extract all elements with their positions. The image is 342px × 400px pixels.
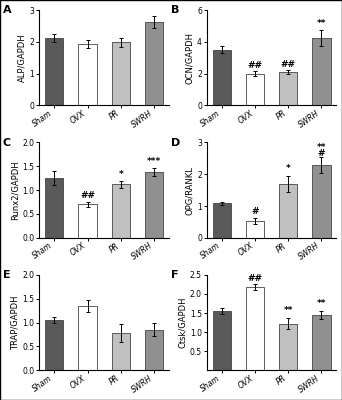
Text: #: # [318,149,325,158]
Bar [246,221,264,238]
Text: **: ** [317,300,326,308]
Text: ##: ## [248,274,263,282]
Bar [213,204,231,238]
Text: ##: ## [248,61,263,70]
Bar [279,72,297,105]
Bar [45,320,63,370]
Y-axis label: Runx2/GAPDH: Runx2/GAPDH [11,160,19,220]
Bar [78,44,97,105]
Y-axis label: Ctsk/GAPDH: Ctsk/GAPDH [178,297,187,348]
Text: **: ** [317,19,326,28]
Text: ***: *** [147,157,161,166]
Bar [145,172,163,238]
Bar [111,42,130,105]
Bar [45,38,63,105]
Bar [312,315,331,370]
Text: E: E [3,270,11,280]
Text: ##: ## [80,191,95,200]
Bar [246,74,264,105]
Y-axis label: TRAP/GAPDH: TRAP/GAPDH [11,295,19,350]
Text: #: # [251,207,259,216]
Bar [45,178,63,238]
Bar [246,287,264,370]
Text: *: * [286,164,291,173]
Text: C: C [3,138,11,148]
Text: F: F [171,270,178,280]
Bar [312,165,331,238]
Text: B: B [171,5,179,15]
Bar [78,204,97,238]
Bar [312,38,331,105]
Text: A: A [3,5,12,15]
Text: D: D [171,138,180,148]
Bar [145,22,163,105]
Y-axis label: ALP/GAPDH: ALP/GAPDH [18,34,27,82]
Text: ##: ## [281,60,296,69]
Text: **: ** [317,143,326,152]
Text: **: ** [284,306,293,315]
Bar [78,306,97,370]
Y-axis label: OCN/GAPDH: OCN/GAPDH [185,32,194,84]
Bar [279,324,297,370]
Text: *: * [118,170,123,179]
Bar [279,184,297,238]
Bar [213,311,231,370]
Bar [111,333,130,370]
Bar [213,50,231,105]
Bar [145,330,163,370]
Bar [111,184,130,238]
Y-axis label: OPG/RANKL: OPG/RANKL [185,166,194,214]
